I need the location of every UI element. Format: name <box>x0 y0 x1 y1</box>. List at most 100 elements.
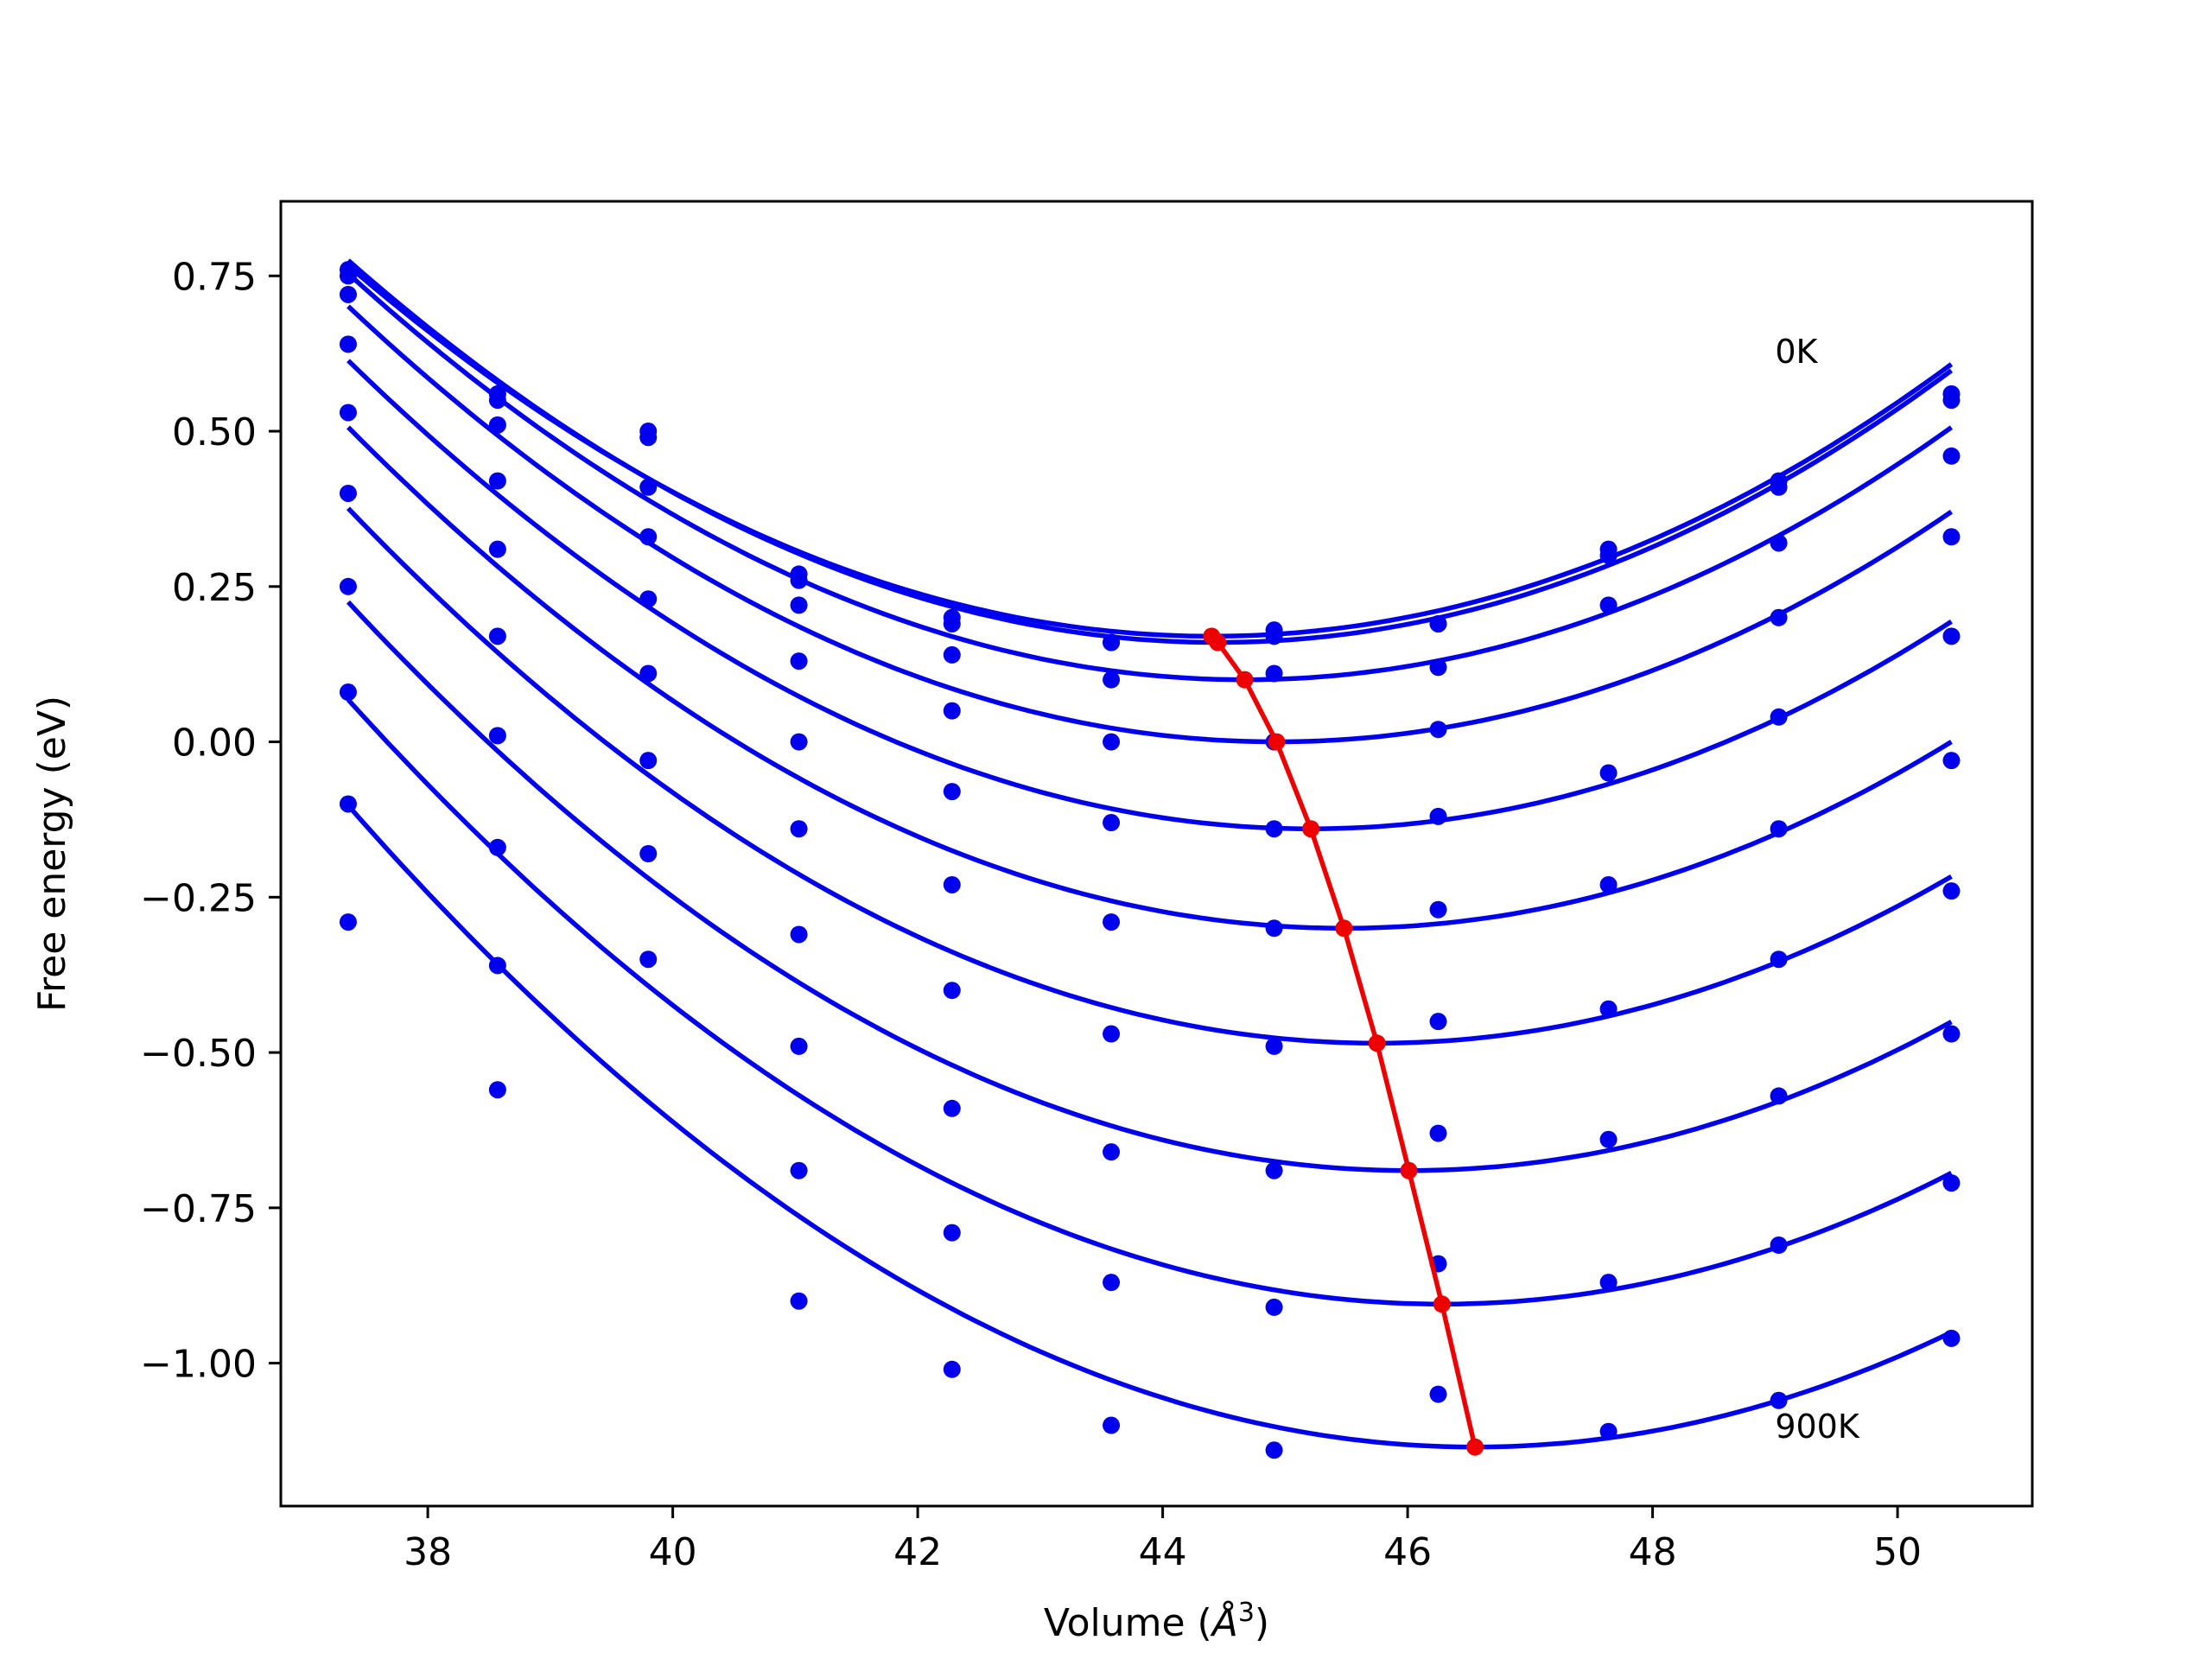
data-point <box>1942 752 1961 770</box>
data-point <box>639 752 658 770</box>
data-point <box>1599 875 1618 893</box>
x-tick-label: 44 <box>1139 1530 1187 1574</box>
fit-curve-8 <box>346 600 1953 1173</box>
data-point <box>1103 1416 1121 1434</box>
data-point <box>488 627 506 645</box>
data-point <box>339 913 357 931</box>
data-point <box>639 950 658 969</box>
minimum-point <box>1466 1438 1484 1456</box>
data-point <box>1770 1391 1788 1409</box>
data-point <box>1265 1161 1283 1179</box>
data-point <box>790 652 808 671</box>
y-tick-label: 0.75 <box>172 255 257 299</box>
data-point <box>1265 1298 1283 1316</box>
data-point <box>488 472 506 490</box>
annotation-label: 0K <box>1775 333 1818 371</box>
fit-curve-3 <box>346 271 1953 683</box>
data-point <box>1429 658 1447 677</box>
data-point <box>1103 913 1121 931</box>
minima-line <box>1210 634 1478 1448</box>
data-point <box>1429 807 1447 825</box>
data-point <box>1103 814 1121 832</box>
x-tick-label: 40 <box>649 1530 697 1574</box>
fit-curve-6 <box>346 425 1953 931</box>
data-point <box>790 1037 808 1055</box>
data-point <box>1103 671 1121 689</box>
x-axis-ticks: 38 40 42 44 46 48 50 <box>404 1506 1922 1574</box>
x-tick-label: 48 <box>1629 1530 1677 1574</box>
data-point <box>790 925 808 944</box>
data-point <box>1942 447 1961 465</box>
y-tick-label: 0.00 <box>172 721 257 766</box>
y-tick-label: 0.25 <box>172 566 257 610</box>
x-tick-label: 50 <box>1873 1530 1922 1574</box>
data-point <box>1942 627 1961 645</box>
x-axis-title-text: Volume <box>1044 1601 1185 1645</box>
data-point <box>1770 478 1788 496</box>
data-point <box>943 702 961 720</box>
data-point <box>339 404 357 422</box>
x-axis-unit-exponent: 3 <box>1238 1598 1255 1628</box>
data-point <box>790 733 808 751</box>
data-point <box>1103 1025 1121 1043</box>
data-point <box>339 335 357 353</box>
plot-frame <box>279 200 2034 1508</box>
data-point <box>1103 733 1121 751</box>
data-point <box>1942 391 1961 410</box>
data-point <box>1103 1274 1121 1292</box>
data-point <box>639 664 658 683</box>
data-point <box>1770 534 1788 552</box>
data-point <box>1942 528 1961 546</box>
x-tick-label: 38 <box>404 1530 452 1574</box>
y-axis-title: Free energy (eV) <box>30 696 74 1012</box>
data-point <box>1429 1124 1447 1142</box>
y-axis-ticks: 0.75 0.50 0.25 0.00 −0.25 −0.50 −0.75 −1.00 <box>140 255 281 1387</box>
data-point <box>1942 1329 1961 1347</box>
minimum-point <box>1236 671 1254 689</box>
data-point <box>943 982 961 1000</box>
x-axis-title: Volume (Å3) <box>1044 1598 1269 1646</box>
annotations: 0K 900K <box>1775 333 1860 1446</box>
data-point <box>1429 900 1447 918</box>
data-point <box>790 1161 808 1179</box>
fit-curve-4 <box>346 304 1953 745</box>
series-layer <box>339 258 1961 1459</box>
minimum-point <box>1400 1161 1418 1179</box>
data-point <box>1103 1143 1121 1161</box>
data-point <box>1599 764 1618 782</box>
data-point <box>639 429 658 447</box>
data-point <box>1265 1441 1283 1459</box>
data-point <box>1770 950 1788 969</box>
data-point <box>488 727 506 745</box>
data-point <box>1942 882 1961 900</box>
data-point <box>1429 1013 1447 1031</box>
data-point <box>790 596 808 614</box>
data-point <box>943 614 961 632</box>
fit-curve-7 <box>346 506 1953 1046</box>
data-point <box>943 783 961 801</box>
data-point <box>339 285 357 303</box>
annotation-label: 900K <box>1775 1408 1860 1446</box>
data-point <box>943 1224 961 1242</box>
y-tick-label: −0.25 <box>140 876 257 920</box>
fit-curve-10 <box>346 804 1953 1450</box>
x-tick-label: 46 <box>1383 1530 1432 1574</box>
data-point <box>1599 596 1618 614</box>
minimum-point <box>1209 633 1227 652</box>
data-point <box>639 528 658 546</box>
data-point <box>790 1292 808 1310</box>
data-point <box>943 645 961 664</box>
fit-curve-9 <box>346 697 1953 1307</box>
data-point <box>1265 919 1283 938</box>
data-point <box>1265 820 1283 838</box>
y-tick-label: −0.75 <box>140 1187 257 1231</box>
data-point <box>943 1360 961 1378</box>
data-point <box>488 540 506 558</box>
data-point <box>339 484 357 502</box>
data-point <box>1599 546 1618 564</box>
minimum-point <box>1433 1295 1451 1313</box>
data-point <box>1429 721 1447 739</box>
data-point <box>1770 1087 1788 1105</box>
y-tick-label: −0.50 <box>140 1032 257 1076</box>
data-point <box>1770 708 1788 726</box>
